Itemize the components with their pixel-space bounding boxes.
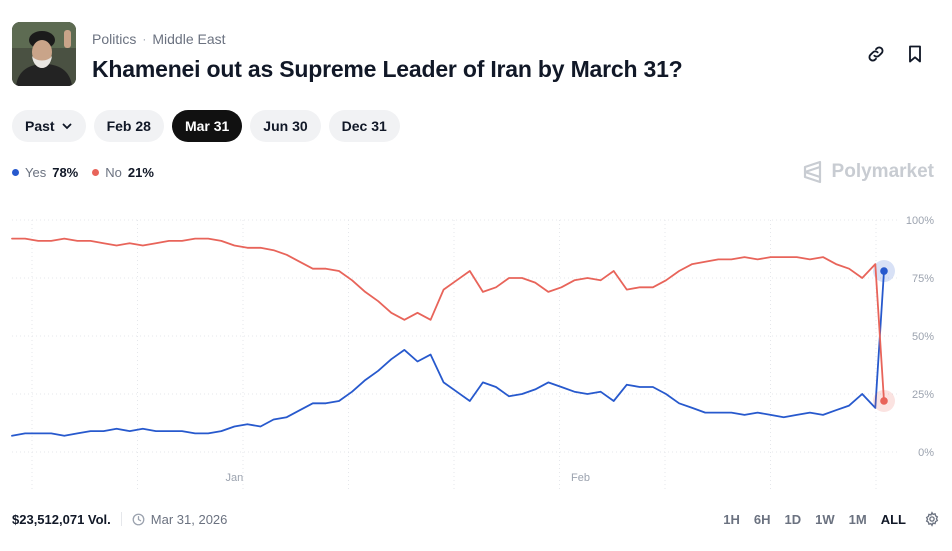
breadcrumb: Politics · Middle East bbox=[92, 31, 226, 47]
chevron-down-icon bbox=[62, 123, 71, 130]
endpoint-dot-no bbox=[880, 397, 888, 405]
legend-dot-no bbox=[92, 169, 100, 176]
range-1w[interactable]: 1W bbox=[815, 511, 835, 527]
y-tick-label-75: 75% bbox=[912, 273, 934, 285]
range-6h[interactable]: 6H bbox=[753, 511, 771, 527]
legend-dot-yes bbox=[12, 169, 19, 176]
date-pill-dec-31[interactable]: Dec 31 bbox=[328, 110, 400, 142]
past-label: Past bbox=[25, 118, 55, 134]
legend-item-yes: Yes 78% bbox=[12, 165, 78, 180]
polymarket-logo-icon bbox=[803, 160, 821, 184]
end-date-text: Mar 31, 2026 bbox=[150, 511, 228, 527]
y-tick-label-0: 0% bbox=[918, 447, 934, 459]
range-1d[interactable]: 1D bbox=[784, 511, 802, 527]
polymarket-wordmark: Polymarket bbox=[831, 161, 934, 182]
series-line-yes bbox=[11, 270, 885, 437]
chart-legend: Yes 78% No 21% bbox=[12, 165, 154, 180]
legend-value-no: 21% bbox=[127, 165, 154, 180]
market-footer: $23,512,071 Vol. Mar 31, 2026 1H 6H 1D 1… bbox=[12, 508, 940, 530]
legend-label-no: No bbox=[105, 165, 122, 180]
link-icon[interactable] bbox=[866, 44, 886, 64]
date-pill-mar-31[interactable]: Mar 31 bbox=[171, 110, 243, 142]
volume-text: $23,512,071 Vol. bbox=[12, 511, 111, 527]
x-tick-label-jan: Jan bbox=[225, 472, 243, 484]
clock-icon bbox=[132, 513, 145, 525]
date-pill-jun-30[interactable]: Jun 30 bbox=[250, 110, 321, 142]
y-tick-label-100: 100% bbox=[906, 215, 934, 227]
avatar bbox=[12, 22, 76, 86]
legend-label-yes: Yes bbox=[25, 165, 47, 180]
range-all[interactable]: ALL bbox=[880, 511, 906, 527]
footer-divider bbox=[120, 512, 122, 526]
y-tick-label-50: 50% bbox=[912, 331, 934, 343]
end-date: Mar 31, 2026 bbox=[132, 511, 228, 527]
price-history-chart: 0% 25% 50% 75% 100% Jan Feb bbox=[11, 215, 934, 490]
legend-value-yes: 78% bbox=[52, 165, 79, 180]
series-line-no bbox=[11, 237, 885, 402]
endpoint-dot-yes bbox=[880, 267, 888, 275]
time-range-selector: 1H 6H 1D 1W 1M ALL bbox=[723, 511, 940, 527]
past-dropdown[interactable]: Past bbox=[12, 110, 86, 142]
date-pill-feb-28[interactable]: Feb 28 bbox=[93, 110, 164, 142]
polymarket-logo: Polymarket bbox=[802, 160, 934, 184]
legend-item-no: No 21% bbox=[92, 165, 154, 180]
bookmark-icon[interactable] bbox=[905, 44, 925, 64]
x-tick-label-feb: Feb bbox=[571, 472, 590, 484]
subcategory-link[interactable]: Middle East bbox=[152, 31, 226, 47]
page-title: Khamenei out as Supreme Leader of Iran b… bbox=[92, 56, 683, 82]
breadcrumb-separator: · bbox=[142, 32, 147, 46]
range-1m[interactable]: 1M bbox=[848, 511, 867, 527]
range-1h[interactable]: 1H bbox=[723, 511, 740, 527]
date-filter-bar: Past Feb 28 Mar 31 Jun 30 Dec 31 bbox=[12, 110, 400, 142]
category-link[interactable]: Politics bbox=[92, 31, 137, 47]
y-tick-label-25: 25% bbox=[912, 389, 934, 401]
gear-icon[interactable] bbox=[924, 511, 940, 527]
